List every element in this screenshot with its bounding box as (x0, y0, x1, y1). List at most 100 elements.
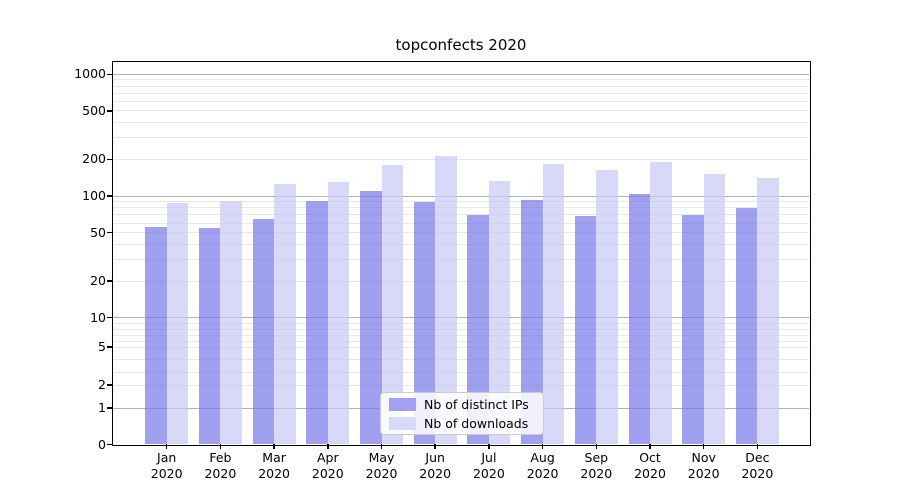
x-tick-mark-nov (702, 444, 705, 449)
y-tick-label-20: 20 (90, 273, 106, 289)
x-tick-label-oct: Oct 2020 (634, 450, 666, 481)
gridline-minor-20 (113, 280, 809, 282)
legend-swatch-downloads (389, 416, 416, 430)
y-tick-mark-50 (107, 231, 112, 234)
y-tick-label-1000: 1000 (74, 66, 106, 82)
gridline-minor-4 (113, 359, 809, 361)
x-tick-label-apr: Apr 2020 (311, 450, 344, 481)
gridline-minor-70 (113, 214, 809, 216)
x-tick-mark-feb (219, 444, 222, 449)
gridline-minor-50 (113, 232, 809, 234)
gridline-major-10 (113, 317, 809, 319)
gridline-minor-9 (113, 323, 809, 325)
gridline-minor-80 (113, 207, 809, 209)
y-tick-label-100: 100 (82, 188, 106, 203)
y-tick-label-50: 50 (90, 224, 106, 240)
gridline-minor-30 (113, 259, 809, 261)
x-tick-mark-may (380, 444, 383, 449)
bar-downloads-aug (542, 164, 565, 444)
plot-area (113, 62, 809, 444)
bar-distinct-ips-jun (413, 201, 436, 444)
bar-downloads-jan (166, 202, 189, 444)
bar-distinct-ips-jul (467, 214, 489, 444)
x-tick-label-dec: Dec 2020 (741, 450, 774, 481)
x-tick-label-nov: Nov 2020 (687, 450, 720, 481)
gridline-minor-300 (113, 137, 809, 139)
x-tick-label-mar: Mar 2020 (258, 450, 290, 481)
y-tick-mark-0 (107, 443, 112, 446)
y-tick-mark-20 (107, 280, 112, 282)
x-tick-label-feb: Feb 2020 (204, 450, 237, 481)
x-tick-label-aug: Aug 2020 (526, 450, 559, 481)
y-tick-mark-1 (107, 407, 112, 409)
y-tick-label-200: 200 (82, 151, 106, 167)
x-tick-label-jul: Jul 2020 (472, 450, 505, 481)
x-tick-mark-dec (756, 444, 759, 449)
bar-downloads-dec (757, 178, 779, 444)
gridline-minor-2 (113, 384, 809, 386)
y-tick-label-500: 500 (82, 102, 106, 118)
gridline-minor-60 (113, 222, 809, 224)
x-tick-mark-sep (595, 444, 598, 449)
gridline-minor-90 (113, 201, 809, 203)
legend-label-distinct-ips: Nb of distinct IPs (424, 396, 529, 412)
bar-distinct-ips-feb (198, 227, 221, 444)
bar-distinct-ips-apr (306, 201, 328, 444)
x-tick-mark-mar (273, 444, 275, 449)
y-tick-mark-200 (107, 158, 112, 161)
gridline-minor-3 (113, 371, 809, 373)
x-tick-mark-aug (541, 444, 544, 449)
chart-title: topconfects 2020 (395, 36, 527, 54)
bar-downloads-mar (274, 184, 296, 444)
gridline-minor-8 (113, 328, 809, 330)
gridline-minor-40 (113, 243, 809, 245)
x-tick-mark-jan (165, 444, 168, 449)
gridline-minor-600 (113, 100, 809, 102)
y-tick-label-1: 1 (98, 400, 106, 415)
gridline-major-100 (113, 195, 809, 197)
bar-distinct-ips-oct (628, 194, 650, 444)
x-tick-mark-jul (488, 444, 490, 449)
bar-distinct-ips-dec (735, 207, 758, 444)
gridline-minor-500 (113, 110, 809, 112)
gridline-minor-800 (113, 85, 809, 87)
bar-downloads-sep (596, 169, 618, 444)
x-tick-mark-apr (327, 444, 329, 449)
bar-downloads-may (381, 164, 403, 444)
bar-distinct-ips-jan (145, 226, 167, 444)
bar-distinct-ips-mar (252, 218, 275, 444)
gridline-minor-700 (113, 92, 809, 94)
gridline-minor-400 (113, 122, 809, 124)
legend: Nb of distinct IPs Nb of downloads (380, 392, 544, 435)
gridline-minor-7 (113, 334, 809, 336)
gridline-minor-200 (113, 158, 809, 160)
bar-distinct-ips-aug (521, 200, 543, 444)
y-tick-mark-100 (107, 195, 112, 197)
y-tick-label-2: 2 (98, 377, 106, 392)
x-tick-mark-oct (649, 444, 651, 449)
y-tick-mark-5 (107, 346, 112, 348)
y-tick-mark-500 (107, 110, 112, 112)
bar-distinct-ips-sep (574, 215, 597, 444)
y-tick-label-10: 10 (90, 309, 106, 325)
legend-item-downloads: Nb of downloads (389, 415, 535, 431)
bar-downloads-nov (703, 174, 726, 444)
y-tick-mark-10 (107, 316, 112, 319)
y-tick-mark-2 (107, 384, 112, 386)
bar-downloads-oct (650, 162, 672, 444)
x-tick-label-sep: Sep 2020 (580, 450, 613, 481)
legend-label-downloads: Nb of downloads (424, 415, 529, 431)
gridline-minor-900 (113, 79, 809, 81)
bar-distinct-ips-may (360, 190, 382, 444)
x-tick-label-jun: Jun 2020 (419, 450, 452, 481)
bar-downloads-feb (220, 201, 242, 444)
bar-downloads-jun (435, 156, 457, 444)
y-tick-label-0: 0 (98, 436, 106, 452)
x-tick-mark-jun (434, 444, 436, 449)
x-tick-label-jan: Jan 2020 (150, 450, 183, 481)
bar-distinct-ips-nov (682, 214, 704, 444)
bar-downloads-apr (327, 181, 350, 444)
legend-item-distinct-ips: Nb of distinct IPs (389, 396, 535, 412)
gridline-minor-5 (113, 346, 809, 348)
